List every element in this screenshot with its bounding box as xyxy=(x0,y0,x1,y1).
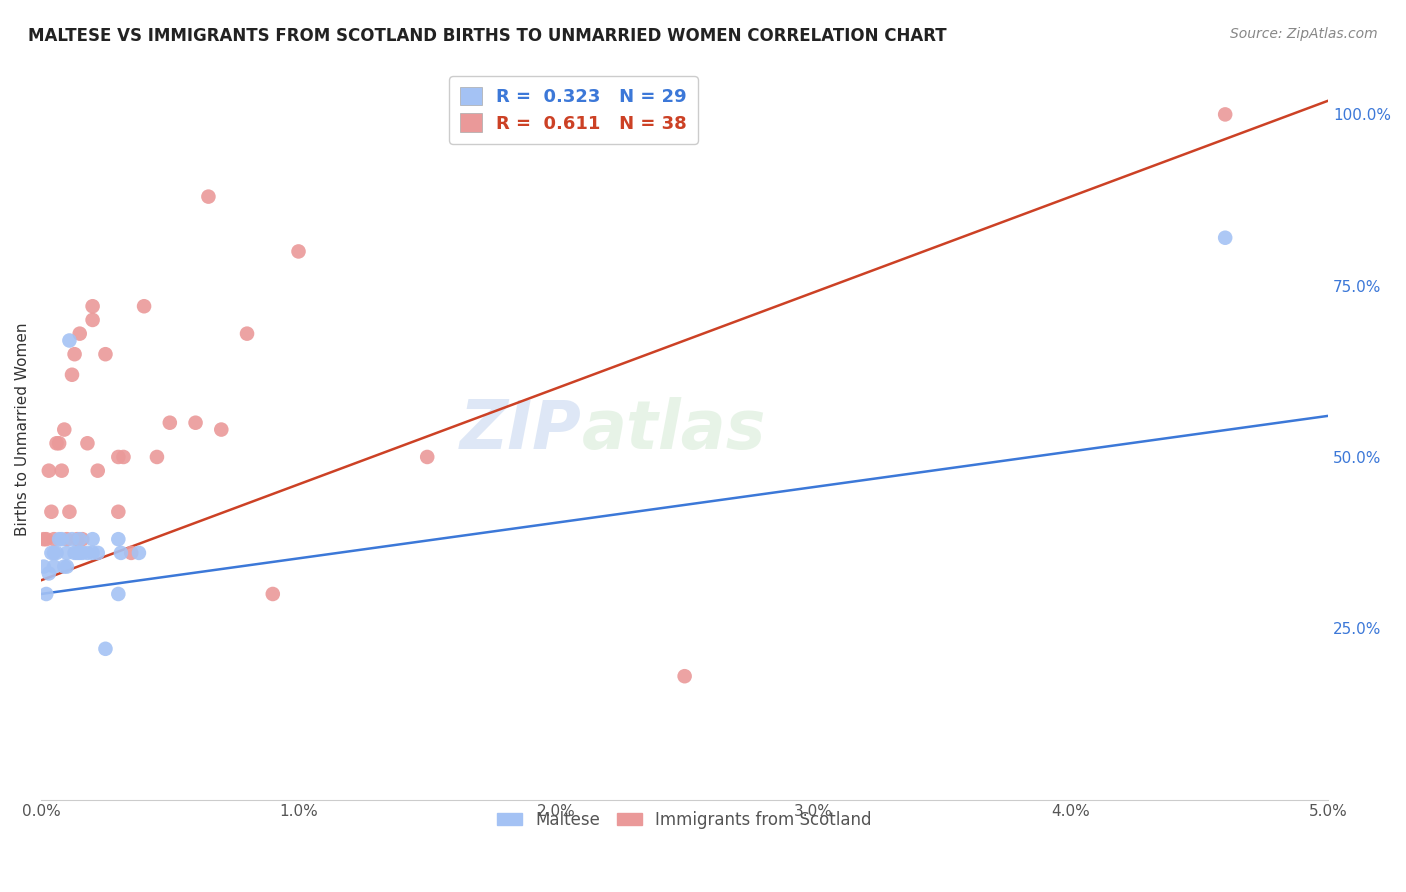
Point xyxy=(82,313,104,327)
Point xyxy=(41,505,63,519)
Point xyxy=(58,505,80,519)
Point xyxy=(48,436,70,450)
Point xyxy=(82,299,104,313)
Point xyxy=(128,546,150,560)
Point xyxy=(51,464,73,478)
Point xyxy=(416,450,439,464)
Point xyxy=(287,244,309,259)
Point xyxy=(72,532,94,546)
Point xyxy=(60,532,83,546)
Point xyxy=(209,423,232,437)
Point xyxy=(38,566,60,581)
Point xyxy=(107,505,129,519)
Point xyxy=(87,464,110,478)
Point xyxy=(41,546,63,560)
Point xyxy=(69,546,91,560)
Point xyxy=(544,128,567,142)
Point xyxy=(132,299,155,313)
Point xyxy=(107,587,129,601)
Point xyxy=(120,546,142,560)
Point xyxy=(72,546,94,560)
Point xyxy=(673,669,696,683)
Point xyxy=(51,532,73,546)
Point xyxy=(236,326,259,341)
Point xyxy=(45,436,67,450)
Point xyxy=(38,464,60,478)
Text: Source: ZipAtlas.com: Source: ZipAtlas.com xyxy=(1230,27,1378,41)
Point xyxy=(107,532,129,546)
Point xyxy=(184,416,207,430)
Point xyxy=(1213,107,1236,121)
Point xyxy=(56,559,79,574)
Point xyxy=(35,532,58,546)
Point xyxy=(53,423,76,437)
Point xyxy=(42,532,65,546)
Point xyxy=(60,368,83,382)
Point xyxy=(63,546,86,560)
Point xyxy=(107,450,129,464)
Point xyxy=(58,334,80,348)
Point xyxy=(87,546,110,560)
Y-axis label: Births to Unmarried Women: Births to Unmarried Women xyxy=(15,323,30,536)
Point xyxy=(69,532,91,546)
Point xyxy=(32,532,55,546)
Point xyxy=(56,532,79,546)
Point xyxy=(82,532,104,546)
Text: MALTESE VS IMMIGRANTS FROM SCOTLAND BIRTHS TO UNMARRIED WOMEN CORRELATION CHART: MALTESE VS IMMIGRANTS FROM SCOTLAND BIRT… xyxy=(28,27,946,45)
Point xyxy=(35,587,58,601)
Point xyxy=(66,532,89,546)
Point xyxy=(76,436,98,450)
Point xyxy=(94,347,117,361)
Legend: Maltese, Immigrants from Scotland: Maltese, Immigrants from Scotland xyxy=(491,805,879,836)
Point xyxy=(146,450,169,464)
Point xyxy=(42,546,65,560)
Point xyxy=(82,546,104,560)
Text: atlas: atlas xyxy=(582,397,766,463)
Point xyxy=(76,546,98,560)
Point xyxy=(112,450,135,464)
Point xyxy=(110,546,132,560)
Point xyxy=(63,347,86,361)
Point xyxy=(159,416,181,430)
Point xyxy=(1213,231,1236,245)
Point xyxy=(262,587,284,601)
Point xyxy=(32,559,55,574)
Point xyxy=(45,546,67,560)
Point xyxy=(94,641,117,656)
Point xyxy=(197,189,219,203)
Point xyxy=(66,546,89,560)
Point xyxy=(42,559,65,574)
Point xyxy=(56,546,79,560)
Point xyxy=(53,559,76,574)
Text: ZIP: ZIP xyxy=(460,397,582,463)
Point xyxy=(48,532,70,546)
Point xyxy=(69,326,91,341)
